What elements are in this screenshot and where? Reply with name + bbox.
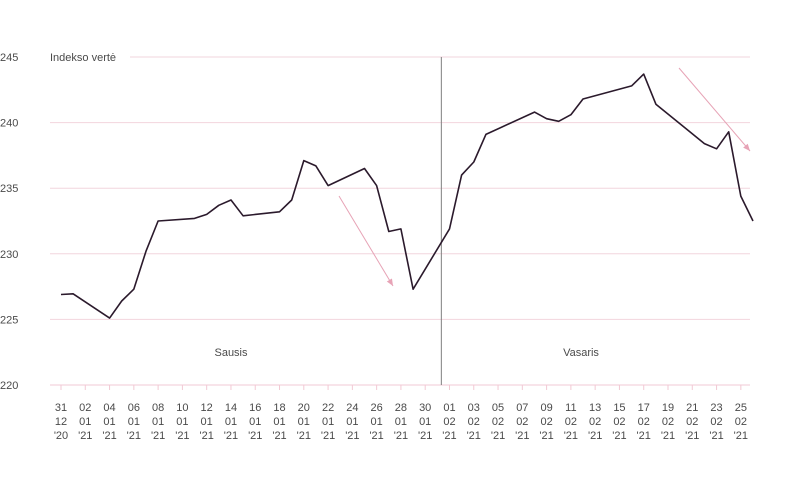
gridlines [50,56,750,390]
x-tick-label-0: 31 12'20 [54,402,68,442]
x-tick-label-5: 10 01'21 [175,402,189,442]
x-tick-label-3: 06 01'21 [127,402,141,442]
trend-arrow-february [678,67,751,152]
x-tick-label-6: 12 01'21 [200,402,214,442]
x-tick-label-27: 23 02'21 [709,402,723,442]
series-line [60,73,754,319]
x-tick-label-25: 19 02'21 [661,402,675,442]
x-tick-label-1: 02 01'21 [78,402,92,442]
trend-arrows [338,67,751,287]
x-tick-label-21: 11 02'21 [564,402,578,442]
data-points [61,74,753,318]
x-tick-label-26: 21 02'21 [685,402,699,442]
x-tick-label-17: 03 02'21 [467,402,481,442]
x-tick-label-9: 18 01'21 [272,402,286,442]
y-tick-label-235: 235 [0,183,18,195]
y-axis-title: Indekso vertė [50,52,116,64]
y-tick-label-225: 225 [0,314,18,326]
x-tick-label-19: 07 02'21 [515,402,529,442]
x-axis-tick-labels: 31 12'20 02 01'21 04 01'21 06 01'21 08 01'21 10 01 '… [54,402,748,442]
x-tick-label-2: 04 01'21 [102,402,116,442]
trend-arrow-january [338,195,394,287]
x-tick-label-13: 26 01'21 [369,402,383,442]
x-tick-label-11: 22 01'21 [321,402,335,442]
y-axis-tick-labels: 220 225 230 235 240 245 [0,52,18,392]
month-label-sausis: Sausis [214,347,248,359]
x-tick-label-7: 14 01'21 [224,402,238,442]
x-tick-label-16: 01 02'21 [442,402,456,442]
x-tick-label-8: 16 01'21 [248,402,262,442]
x-tick-label-10: 20 01'21 [297,402,311,442]
x-tick-label-15: 30 01'21 [418,402,432,442]
x-tick-label-24: 17 02'21 [637,402,651,442]
y-axis-title-background [44,49,130,65]
x-tick-label-12: 24 01'21 [345,402,359,442]
x-tick-label-28: 25 02'21 [734,402,748,442]
y-tick-label-230: 230 [0,249,18,261]
x-tick-label-20: 09 02'21 [539,402,553,442]
month-label-vasaris: Vasaris [563,347,599,359]
x-tick-label-23: 15 02'21 [612,402,626,442]
x-tick-label-22: 13 02'21 [588,402,602,442]
x-tick-label-4: 08 01'21 [151,402,165,442]
y-tick-label-220: 220 [0,380,18,392]
x-tick-label-14: 28 01'21 [394,402,408,442]
y-tick-label-240: 240 [0,118,18,130]
x-tick-label-18: 05 02'21 [491,402,505,442]
y-tick-label-245: 245 [0,52,18,64]
